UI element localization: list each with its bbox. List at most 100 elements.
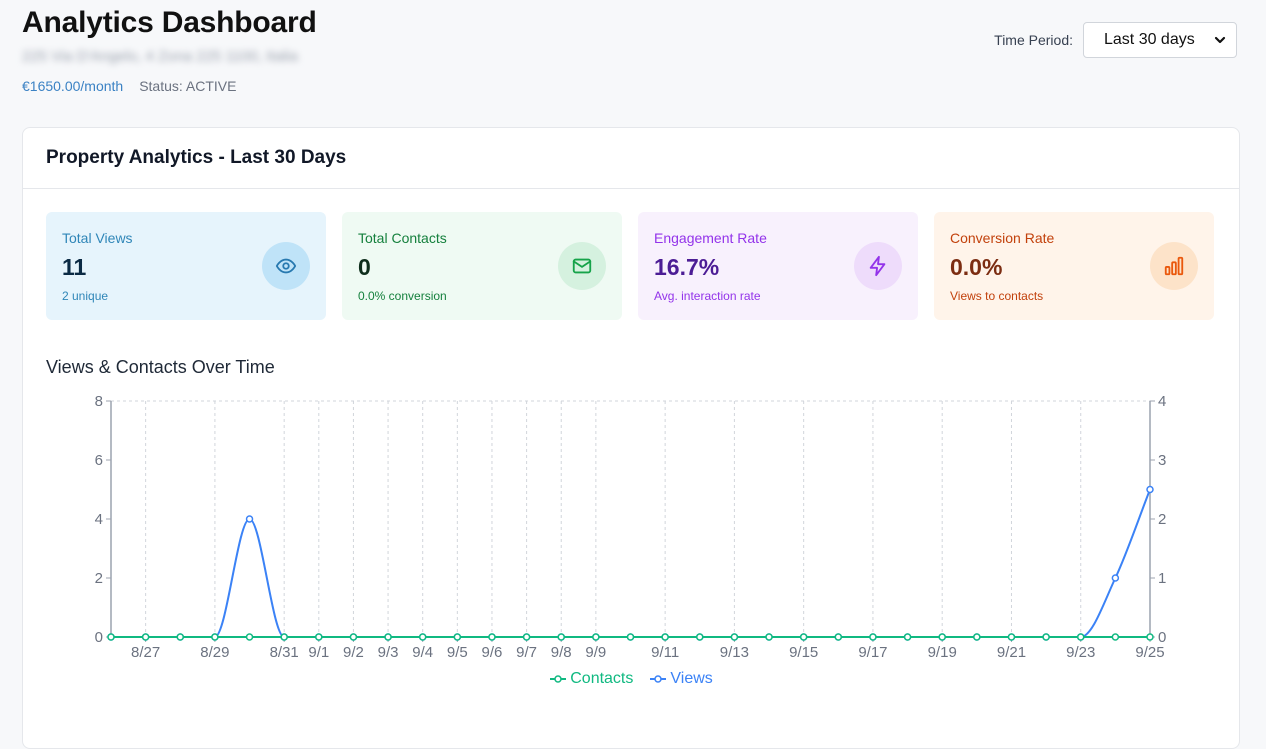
- stat-label: Conversion Rate: [950, 230, 1055, 246]
- x-tick-label: 9/2: [343, 644, 364, 661]
- x-tick-label: 9/6: [482, 644, 503, 661]
- price-label: €1650.00/month: [22, 78, 124, 94]
- stat-total-views: Total Views 11 2 unique: [46, 212, 326, 320]
- stat-value: 0: [358, 254, 371, 280]
- stat-engagement-rate: Engagement Rate 16.7% Avg. interaction r…: [638, 212, 918, 320]
- y-left-tick-label: 6: [95, 452, 103, 469]
- data-point-views: [1146, 485, 1154, 494]
- data-point-contacts: [315, 633, 323, 641]
- time-period-control: Time Period: Last 30 days: [994, 22, 1237, 58]
- eye-icon: [262, 242, 310, 290]
- data-point-contacts: [280, 633, 288, 641]
- data-point-contacts: [799, 633, 808, 641]
- stats-row: Total Views 11 2 unique Total Contacts 0…: [46, 212, 1214, 320]
- data-point-contacts: [488, 633, 496, 641]
- data-point-contacts: [626, 633, 635, 641]
- data-point-contacts: [661, 633, 669, 641]
- data-point-views: [245, 515, 254, 523]
- stat-value: 11: [62, 254, 87, 280]
- stat-conversion-rate: Conversion Rate 0.0% Views to contacts: [934, 212, 1214, 320]
- x-tick-label: 9/19: [928, 644, 957, 661]
- data-point-contacts: [592, 633, 600, 641]
- data-point-contacts: [349, 633, 358, 641]
- x-tick-label: 9/8: [551, 644, 572, 661]
- x-tick-label: 9/23: [1066, 644, 1095, 661]
- data-point-contacts: [696, 633, 704, 641]
- x-tick-label: 9/3: [378, 644, 399, 661]
- views-contacts-chart: 8/27 8/29 8/31 9/1 9/2 9/3 9/4 9/5 9/6 9/7 9/8 9/9 9…: [95, 393, 1167, 661]
- data-point-contacts: [973, 633, 981, 641]
- stat-total-contacts: Total Contacts 0 0.0% conversion: [342, 212, 622, 320]
- stat-value: 16.7%: [654, 254, 720, 280]
- data-point-contacts: [176, 633, 185, 641]
- page-header: Analytics Dashboard 225 Via D'Angelo, 4 …: [22, 6, 338, 94]
- data-point-views: [1111, 574, 1120, 582]
- chart-title: Views & Contacts Over Time: [46, 357, 275, 377]
- data-point-contacts: [1146, 633, 1154, 641]
- y-left-tick-label: 2: [95, 570, 103, 587]
- data-point-contacts: [834, 633, 843, 641]
- time-period-value: Last 30 days: [1104, 31, 1195, 48]
- y-left-tick-label: 8: [95, 393, 103, 410]
- data-point-contacts: [557, 633, 565, 641]
- x-tick-label: 8/29: [200, 644, 229, 661]
- stat-subtext: Views to contacts: [950, 289, 1044, 303]
- x-tick-label: 9/7: [516, 644, 537, 661]
- y-right-tick-label: 0: [1158, 629, 1166, 646]
- data-point-contacts: [1042, 633, 1050, 641]
- y-right-tick-label: 2: [1158, 511, 1166, 528]
- mail-icon: [558, 242, 606, 290]
- x-tick-label: 8/31: [270, 644, 299, 661]
- data-point-contacts: [211, 633, 219, 641]
- stat-subtext: 0.0% conversion: [358, 289, 447, 303]
- time-period-select[interactable]: Last 30 days: [1083, 22, 1237, 58]
- data-point-contacts: [938, 633, 946, 641]
- data-point-contacts: [522, 633, 531, 641]
- card-title: Property Analytics - Last 30 Days: [46, 147, 347, 168]
- series-line-views: [110, 489, 1151, 638]
- x-tick-label: 9/17: [858, 644, 887, 661]
- chevron-down-icon: [1214, 36, 1226, 44]
- status-label: Status: ACTIVE: [139, 78, 237, 94]
- data-point-contacts: [141, 633, 150, 641]
- x-tick-label: 8/27: [131, 644, 160, 661]
- lightning-icon: [854, 242, 902, 290]
- data-point-contacts: [903, 633, 912, 641]
- bar-chart-icon: [1150, 242, 1198, 290]
- stat-label: Total Contacts: [358, 230, 447, 246]
- y-right-tick-label: 4: [1158, 393, 1166, 410]
- y-right-tick-label: 1: [1158, 570, 1166, 587]
- data-point-contacts: [245, 633, 254, 641]
- y-right-tick-label: 3: [1158, 452, 1166, 469]
- stat-subtext: Avg. interaction rate: [654, 289, 761, 303]
- x-tick-label: 9/4: [412, 644, 433, 661]
- legend-item-views[interactable]: Views: [649, 670, 713, 688]
- data-point-contacts: [1007, 633, 1016, 641]
- stat-label: Total Views: [62, 230, 133, 246]
- x-tick-label: 9/13: [720, 644, 749, 661]
- data-point-contacts: [869, 633, 877, 641]
- legend-label-contacts: Contacts: [570, 670, 634, 687]
- y-left-tick-label: 0: [95, 629, 103, 646]
- data-point-contacts: [418, 633, 427, 641]
- property-address: 225 Via D'Angelo, 4 Zona 225 1100, Itali…: [22, 48, 298, 65]
- page-title: Analytics Dashboard: [22, 6, 317, 39]
- data-point-contacts: [730, 633, 739, 641]
- time-period-label: Time Period:: [994, 32, 1073, 48]
- legend-item-contacts[interactable]: Contacts: [549, 670, 633, 688]
- x-tick-label: 9/15: [789, 644, 818, 661]
- legend-label-views: Views: [670, 670, 713, 687]
- data-point-contacts: [453, 633, 462, 641]
- chart-legend: Contacts Views: [23, 670, 1239, 688]
- data-point-contacts: [765, 633, 773, 641]
- data-point-contacts: [107, 633, 115, 641]
- stat-value: 0.0%: [950, 254, 1003, 280]
- x-tick-label: 9/5: [447, 644, 468, 661]
- x-tick-label: 9/1: [308, 644, 329, 661]
- x-tick-label: 9/25: [1135, 644, 1164, 661]
- data-point-contacts: [1111, 633, 1120, 641]
- y-left-tick-label: 4: [95, 511, 103, 528]
- data-point-contacts: [1076, 633, 1085, 641]
- property-meta: €1650.00/month Status: ACTIVE: [22, 78, 338, 94]
- x-tick-label: 9/21: [997, 644, 1026, 661]
